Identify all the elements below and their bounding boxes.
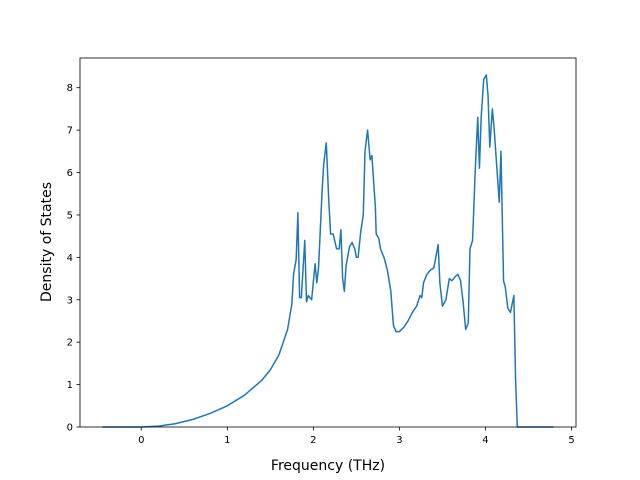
y-tick-label: 8: [67, 83, 73, 94]
x-tick-label: 4: [482, 435, 488, 446]
y-tick-label: 1: [67, 380, 73, 391]
y-tick-label: 2: [67, 338, 73, 349]
y-axis-label: Density of States: [39, 182, 55, 302]
y-tick-label: 0: [67, 423, 73, 434]
x-tick-label: 3: [396, 435, 402, 446]
y-tick-label: 4: [67, 253, 73, 264]
x-axis-label: Frequency (THz): [271, 458, 385, 474]
y-tick-label: 3: [67, 295, 73, 306]
y-tick-label: 7: [67, 126, 73, 137]
y-tick-label: 6: [67, 168, 73, 179]
y-tick-label: 5: [67, 210, 73, 221]
x-tick-label: 5: [568, 435, 574, 446]
x-tick-label: 0: [138, 435, 144, 446]
line: [102, 74, 554, 428]
x-tick-label: 1: [224, 435, 230, 446]
x-tick-label: 2: [310, 435, 316, 446]
plot-frame: [79, 57, 577, 428]
